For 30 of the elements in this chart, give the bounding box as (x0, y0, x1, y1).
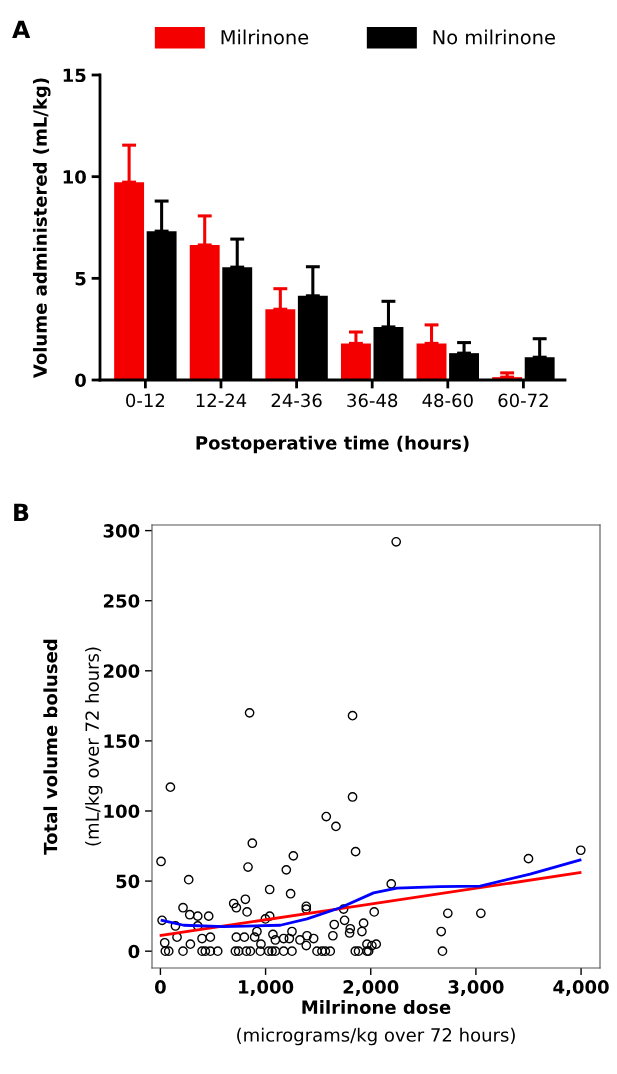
y-tick-label: 0 (128, 944, 140, 959)
y-tick-label: 0 (75, 373, 86, 388)
text: Total volume bolused (mL/kg over 72 hours) (43, 639, 103, 855)
x-tick-label: 0-12 (126, 393, 165, 408)
x-tick-label: 60-72 (498, 393, 548, 408)
x-tick-label: 36-48 (347, 393, 398, 408)
x-tick-label: 48-60 (422, 393, 473, 408)
x-tick-label: 0 (155, 980, 166, 994)
x-tick-label: 4,000 (553, 980, 609, 997)
y-tick-label: 200 (103, 664, 140, 678)
x-axis-title: Postoperative time (hours) (196, 435, 469, 454)
y-tick-label: 5 (75, 272, 86, 286)
y-axis-title: Volume administered (mL/kg) (32, 78, 51, 379)
legend-label: No milrinone (433, 29, 555, 45)
x-tick-label: 12-24 (196, 393, 247, 407)
y-tick-label: 50 (116, 874, 140, 889)
x-tick-label: 2,000 (343, 980, 399, 997)
y-tick-label: 15 (63, 68, 86, 83)
chart-title: A (12, 20, 31, 38)
x-tick-label: 24-36 (271, 393, 322, 408)
x-tick-label: 1,000 (239, 980, 294, 997)
y-tick-label: 150 (104, 734, 140, 749)
y-tick-label: 300 (103, 524, 140, 538)
y-tick-label: 10 (63, 170, 86, 184)
legend-label: Milrinone (221, 29, 309, 45)
x-tick-label: 3,000 (448, 980, 504, 997)
y-tick-label: 250 (103, 594, 140, 608)
y-tick-label: 100 (104, 804, 140, 819)
text: Milrinone dose (micrograms/kg over 72 hours) (237, 1000, 515, 1046)
chart-title: B (14, 503, 29, 521)
